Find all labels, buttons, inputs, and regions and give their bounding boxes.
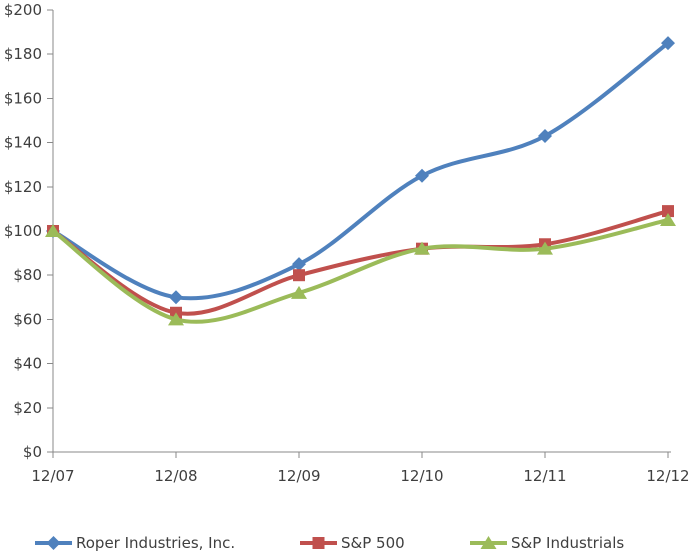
legend-diamond-icon — [46, 536, 61, 550]
series-line-1 — [51, 209, 670, 316]
series-line-2 — [51, 217, 670, 324]
legend-item: S&P 500 — [300, 534, 405, 552]
series-1-marker-2 — [293, 269, 305, 282]
series-0-marker-4 — [538, 128, 552, 143]
series-0-marker-5 — [661, 36, 675, 51]
x-axis-tick-label: 12/12 — [646, 467, 689, 485]
series-0-marker-2 — [292, 257, 306, 272]
legend-label: Roper Industries, Inc. — [76, 534, 235, 552]
y-axis-tick-label: $180 — [4, 45, 42, 63]
series-2-marker-2 — [291, 285, 307, 299]
series-2-marker-3 — [414, 241, 430, 255]
x-axis-tick-label: 12/09 — [277, 467, 320, 485]
series-line-0 — [51, 41, 670, 301]
x-axis-tick-label: 12/11 — [523, 467, 566, 485]
y-axis-tick-label: $160 — [4, 89, 42, 107]
y-axis-tick-label: $0 — [23, 443, 42, 461]
series-1-marker-5 — [662, 205, 674, 218]
legend-item: S&P Industrials — [470, 534, 624, 552]
legend-label: S&P 500 — [341, 534, 405, 552]
legend-label: S&P Industrials — [511, 534, 624, 552]
y-axis-tick-label: $200 — [4, 1, 42, 19]
y-axis-tick-label: $120 — [4, 178, 42, 196]
y-axis-tick-label: $40 — [13, 355, 42, 373]
series-2-marker-0 — [45, 224, 61, 237]
y-axis-tick-label: $140 — [4, 134, 42, 152]
series-2-marker-5 — [660, 212, 676, 226]
legend-triangle-icon — [480, 536, 497, 549]
series-2-marker-4 — [537, 241, 553, 255]
y-axis-tick-label: $20 — [13, 399, 42, 417]
y-axis-tick-label: $80 — [13, 266, 42, 284]
legend-item: Roper Industries, Inc. — [35, 534, 235, 552]
x-axis-tick-label: 12/10 — [400, 467, 443, 485]
y-axis-tick-label: $100 — [4, 222, 42, 240]
legend-square-icon — [312, 537, 325, 549]
y-axis-tick-label: $60 — [13, 310, 42, 328]
series-2-marker-1 — [168, 312, 184, 326]
series-0-marker-3 — [415, 168, 429, 183]
x-axis-tick-label: 12/07 — [31, 467, 74, 485]
series-0-marker-1 — [169, 290, 183, 305]
x-axis-tick-label: 12/08 — [154, 467, 197, 485]
